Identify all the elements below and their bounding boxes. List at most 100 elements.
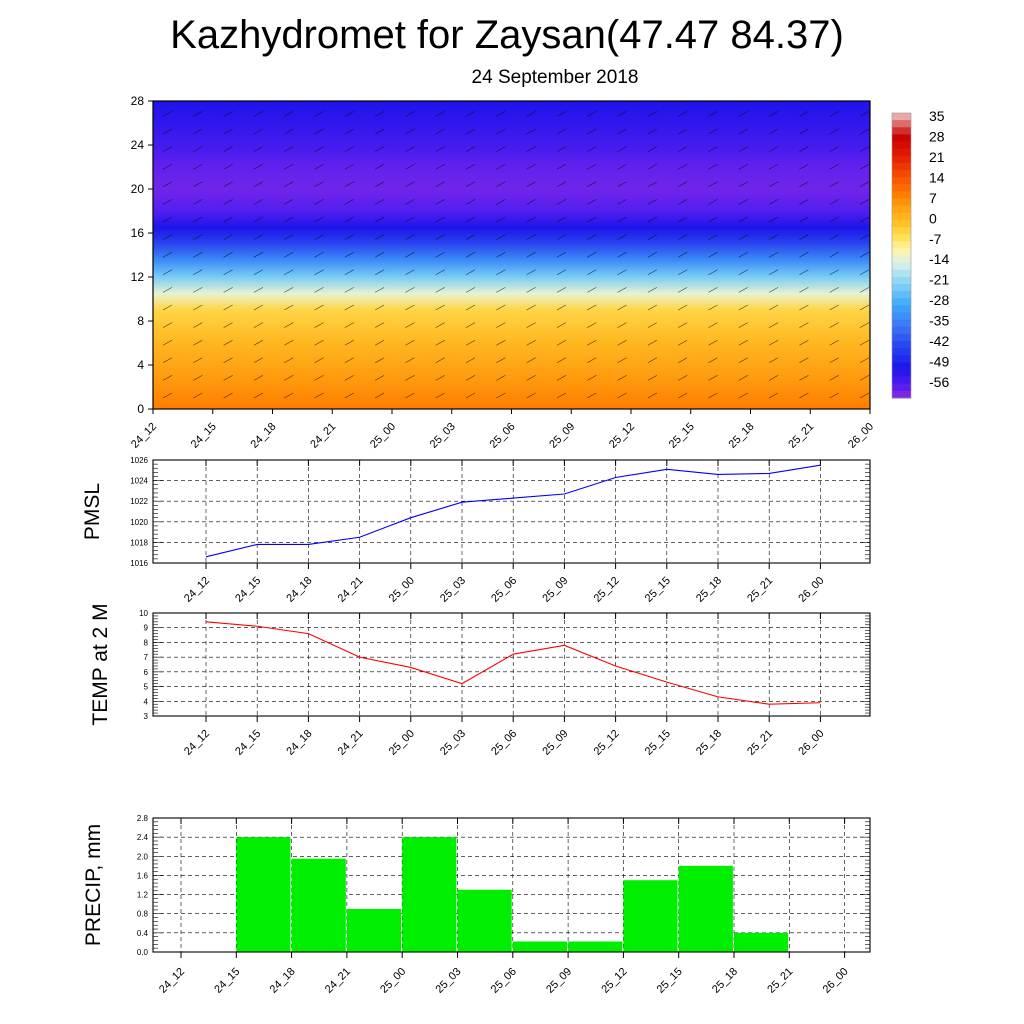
wind-barb bbox=[253, 111, 264, 117]
wind-barb bbox=[708, 216, 718, 223]
wind-barb bbox=[284, 357, 294, 364]
wind-barb bbox=[374, 392, 385, 399]
wind-barb bbox=[496, 392, 506, 399]
wind-barb bbox=[162, 375, 173, 381]
colorbar-cell bbox=[892, 319, 911, 328]
wind-barb bbox=[496, 111, 506, 117]
figure-title: Kazhydromet for Zaysan(47.47 84.37) bbox=[170, 13, 844, 57]
colorbar-cell bbox=[892, 141, 911, 150]
panel-frame bbox=[152, 817, 871, 953]
colorbar-cell bbox=[892, 248, 911, 256]
wind-barb bbox=[647, 128, 658, 135]
wind-barb bbox=[162, 392, 173, 399]
colorbar-label: -49 bbox=[929, 354, 949, 370]
wind-barb bbox=[374, 251, 385, 258]
wind-barb bbox=[647, 251, 658, 258]
wind-barb bbox=[556, 339, 567, 346]
wind-barb bbox=[193, 357, 203, 364]
wind-barb bbox=[405, 216, 415, 223]
wind-barb bbox=[193, 146, 203, 152]
wind-barb bbox=[374, 287, 385, 293]
x-tick-label: 24_12 bbox=[182, 728, 212, 758]
wind-barb bbox=[678, 234, 688, 240]
wind-barb bbox=[496, 199, 506, 205]
wind-barb bbox=[223, 128, 233, 135]
wind-barb bbox=[193, 392, 203, 399]
wind-barb bbox=[223, 111, 233, 117]
x-tick-label: 25_15 bbox=[643, 575, 673, 605]
wind-barb bbox=[405, 146, 415, 152]
colorbar-cell bbox=[892, 291, 911, 299]
wind-barb bbox=[859, 392, 870, 399]
wind-barb bbox=[496, 357, 506, 364]
y-tick-label: 1020 bbox=[130, 518, 148, 527]
wind-barb bbox=[556, 181, 567, 188]
wind-barb bbox=[374, 304, 385, 311]
y-tick-label: 1018 bbox=[130, 538, 148, 547]
wind-barb bbox=[465, 269, 476, 276]
wind-barb bbox=[465, 287, 476, 293]
wind-barb bbox=[556, 375, 567, 381]
colorbar-cell bbox=[892, 162, 911, 171]
precip-bar bbox=[291, 858, 346, 952]
wind-barb bbox=[253, 146, 264, 152]
wind-barb bbox=[405, 163, 415, 170]
wind-barb bbox=[284, 146, 294, 152]
wind-barb bbox=[284, 251, 294, 258]
x-tick-label: 24_15 bbox=[189, 421, 219, 451]
y-tick-label: 9 bbox=[144, 624, 149, 633]
wind-barb bbox=[738, 357, 748, 364]
wind-barb bbox=[738, 216, 748, 223]
wind-barb bbox=[284, 163, 294, 170]
wind-barb bbox=[465, 111, 476, 117]
wind-barb bbox=[829, 322, 839, 328]
y-tick-label: 3 bbox=[144, 712, 149, 721]
colorbar-cell bbox=[892, 219, 911, 228]
wind-barb bbox=[435, 322, 445, 328]
wind-barb bbox=[193, 163, 203, 170]
x-tick-label: 25_06 bbox=[489, 728, 519, 758]
precip-bar bbox=[457, 889, 512, 952]
y-tick-label: 1022 bbox=[130, 497, 148, 506]
colorbar-label: -28 bbox=[929, 292, 949, 308]
colorbar-cell bbox=[892, 113, 911, 121]
wind-barb bbox=[465, 339, 476, 346]
wind-barb bbox=[435, 234, 445, 240]
wind-barb bbox=[162, 199, 173, 205]
x-tick-label: 24_12 bbox=[182, 575, 212, 605]
wind-barb bbox=[435, 339, 445, 346]
wind-barb bbox=[738, 287, 748, 293]
wind-barb bbox=[708, 322, 718, 328]
wind-barb bbox=[799, 392, 809, 399]
colorbar-cell bbox=[892, 355, 911, 363]
wind-barb bbox=[647, 199, 658, 205]
wind-barb bbox=[708, 128, 718, 135]
wind-barb bbox=[314, 163, 324, 170]
x-tick-label: 24_12 bbox=[129, 421, 159, 451]
wind-barb bbox=[162, 357, 173, 364]
wind-barb bbox=[465, 234, 476, 240]
wind-barb bbox=[556, 269, 567, 276]
wind-barb bbox=[556, 128, 567, 135]
wind-barb bbox=[193, 234, 203, 240]
wind-barb bbox=[435, 111, 445, 117]
wind-barb bbox=[526, 339, 536, 346]
wind-barb bbox=[223, 339, 233, 346]
wind-barb bbox=[799, 251, 809, 258]
colorbar-label: 21 bbox=[929, 149, 945, 165]
y-tick-label: 8 bbox=[137, 314, 144, 328]
wind-barb bbox=[284, 128, 294, 135]
wind-barb bbox=[496, 322, 506, 328]
wind-barb bbox=[768, 181, 779, 188]
wind-barb bbox=[465, 357, 476, 364]
wind-barb bbox=[829, 304, 839, 311]
wind-barb bbox=[799, 322, 809, 328]
x-tick-label: 26_00 bbox=[796, 575, 826, 605]
wind-barb bbox=[859, 163, 870, 170]
wind-barb bbox=[829, 146, 839, 152]
wind-barb bbox=[223, 304, 233, 311]
x-tick-label: 25_09 bbox=[540, 728, 570, 758]
wind-barb bbox=[678, 199, 688, 205]
wind-barb bbox=[708, 287, 718, 293]
precip-bar bbox=[346, 908, 402, 952]
